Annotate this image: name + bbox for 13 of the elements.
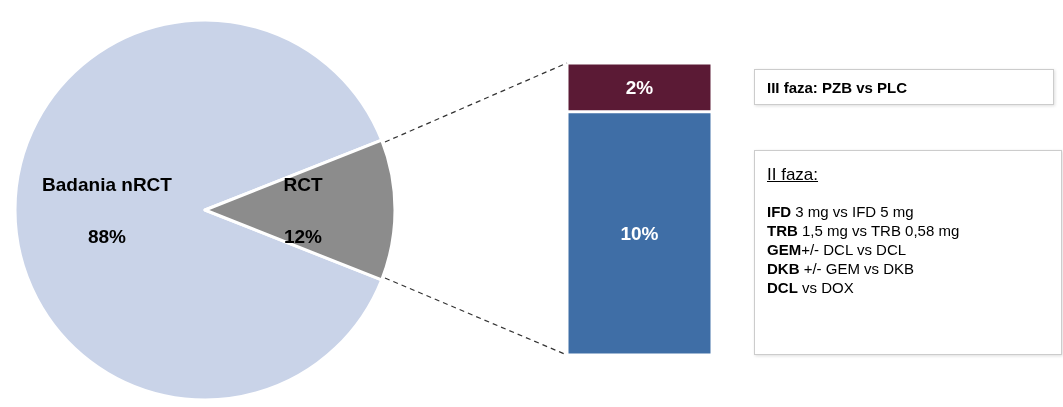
data-label: 10% xyxy=(620,222,659,244)
data-label: 2% xyxy=(625,76,654,98)
slice-label: Badania nRCT xyxy=(42,173,173,195)
text: GEM+/- DCL vs DCL xyxy=(767,240,908,259)
text: DKB +/- GEM vs DKB xyxy=(767,259,916,278)
data-label: 12% xyxy=(283,225,323,247)
text: II faza: xyxy=(767,165,820,184)
text: DCL vs DOX xyxy=(767,278,855,297)
text: IFD 3 mg vs IFD 5 mg xyxy=(767,202,915,221)
text: TRB 1,5 mg vs TRB 0,58 mg xyxy=(767,221,961,240)
text: III faza: PZB vs PLC xyxy=(754,69,1054,105)
slice-label: RCT xyxy=(283,173,323,195)
data-label: 88% xyxy=(87,225,127,247)
